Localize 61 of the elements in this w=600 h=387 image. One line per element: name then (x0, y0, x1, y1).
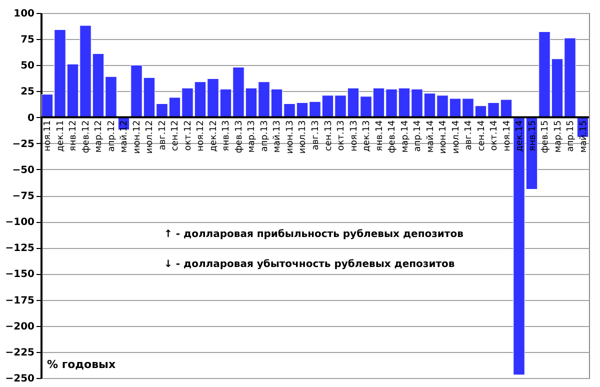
x-tick-label: сен.12 (170, 120, 181, 151)
y-tick-label: 0 (28, 112, 35, 124)
x-tick-label: мар.13 (247, 120, 258, 153)
x-tick-label: янв.15 (528, 120, 538, 152)
y-tick-label: −100 (5, 217, 35, 228)
x-tick-label: фев.12 (82, 120, 92, 154)
x-tick-label: июл.14 (451, 120, 462, 154)
x-tick-label: авг.12 (158, 120, 168, 150)
x-tick-label: янв.14 (374, 120, 385, 152)
x-tick-label: мар.15 (553, 120, 564, 153)
y-tick-label: 50 (20, 60, 35, 72)
y-tick-label: −25 (12, 138, 35, 150)
y-tick-label: −200 (5, 321, 35, 332)
x-tick-label: дек.13 (362, 120, 372, 152)
x-tick-label: авг.13 (311, 120, 321, 150)
y-tick-label: −175 (5, 295, 35, 306)
y-tick-label: 100 (14, 8, 35, 20)
x-tick-label: дек.11 (56, 120, 66, 152)
x-tick-label: апр.14 (413, 120, 423, 152)
x-tick-label: янв.12 (68, 120, 79, 152)
x-tick-label: май.14 (426, 120, 436, 153)
x-tick-label: ноя.12 (196, 120, 206, 152)
x-tick-label: май.12 (120, 120, 130, 153)
y-tick-label: −50 (12, 164, 35, 176)
x-tick-label: ноя.13 (349, 120, 360, 152)
x-tick-label: июл.13 (298, 120, 308, 154)
y-tick-label: −150 (5, 269, 35, 280)
x-tick-label: дек.14 (515, 120, 525, 152)
x-tick-label: май.15 (578, 120, 589, 153)
x-tick-label: апр.12 (107, 120, 117, 152)
y-tick-label: 25 (20, 86, 35, 98)
x-tick-label: сен.13 (324, 120, 334, 151)
x-tick-label: ноя.14 (502, 120, 512, 152)
x-tick-label: июн.13 (286, 120, 296, 154)
x-tick-label: июн.12 (132, 120, 142, 154)
y-tick-label: −225 (5, 347, 35, 358)
x-tick-label: фев.13 (234, 120, 244, 154)
x-tick-label: авг.14 (464, 120, 474, 150)
annotation: % годовых (47, 358, 116, 371)
x-tick-label: окт.13 (336, 120, 346, 151)
y-tick-label: −75 (12, 191, 35, 202)
x-tick-label: окт.14 (490, 120, 500, 151)
x-tick-label: окт.12 (184, 120, 194, 151)
x-tick-label: июн.14 (438, 120, 448, 154)
y-tick-label: 75 (20, 34, 35, 46)
y-tick-label: −250 (5, 374, 35, 384)
annotation: ↑ - долларовая прибыльность рублевых депозитов (164, 229, 464, 240)
x-tick-label: фев.14 (388, 120, 398, 154)
x-tick-label: дек.12 (209, 120, 219, 152)
x-tick-label: сен.14 (476, 120, 487, 151)
x-tick-label: май.13 (272, 120, 283, 153)
x-tick-label: ноя.11 (43, 120, 54, 152)
annotation: ↓ - долларовая убыточность рублевых депозитов (164, 259, 455, 270)
x-tick-label: апр.13 (260, 120, 270, 152)
x-tick-label: мар.12 (94, 120, 104, 153)
x-tick-label: фев.15 (540, 120, 550, 154)
x-tick-label: июл.12 (145, 120, 156, 154)
x-tick-label: мар.14 (400, 120, 410, 153)
x-tick-label: янв.13 (222, 120, 232, 152)
y-tick-label: −125 (5, 243, 35, 254)
x-tick-label: апр.15 (566, 120, 576, 152)
